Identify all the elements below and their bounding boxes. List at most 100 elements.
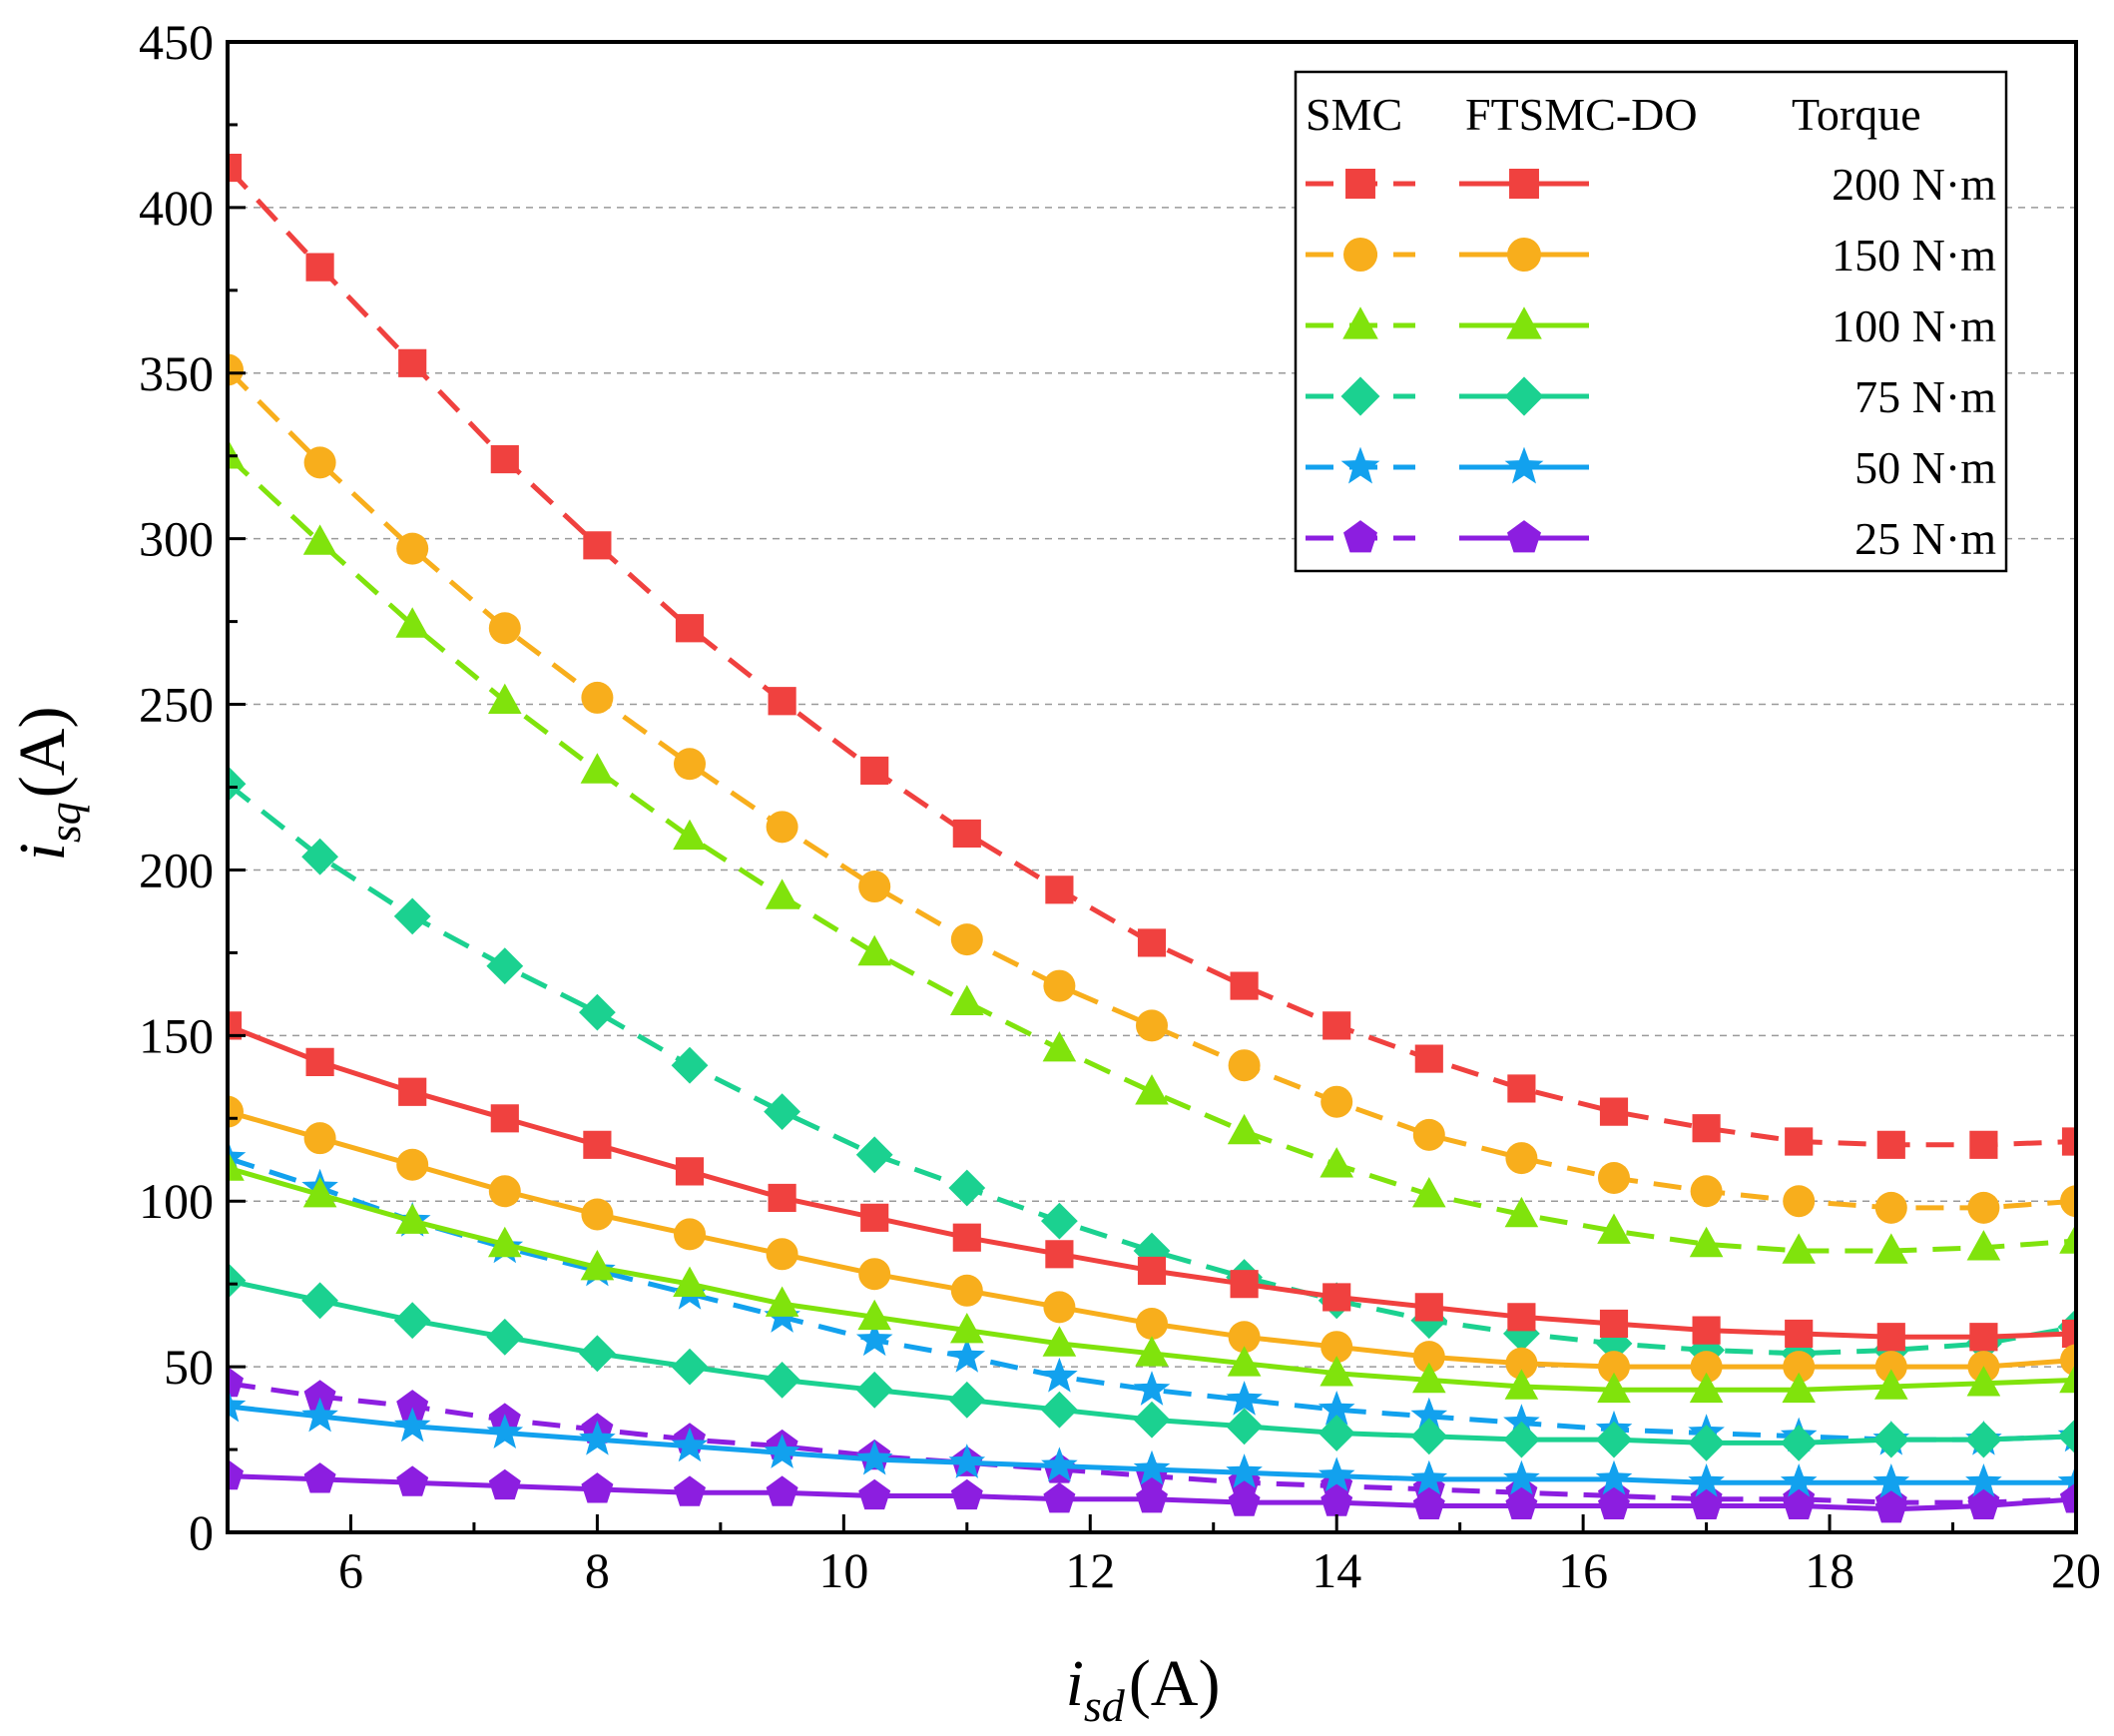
legend-torque-label: 75 N·m xyxy=(1854,371,1996,422)
data-point xyxy=(580,1250,615,1281)
data-point xyxy=(674,1218,706,1251)
data-point xyxy=(228,153,243,183)
data-point xyxy=(395,1203,429,1234)
data-point xyxy=(1598,1488,1630,1519)
data-point xyxy=(1872,1421,1910,1458)
data-point xyxy=(860,1203,889,1232)
x-axis-title-subscript: sd xyxy=(1084,1680,1126,1731)
legend-header: SMC xyxy=(1306,89,1402,140)
data-point xyxy=(1599,1309,1629,1339)
data-point xyxy=(581,1472,614,1503)
data-point xyxy=(765,878,799,909)
data-point xyxy=(2060,1344,2076,1377)
data-point xyxy=(1689,1226,1724,1258)
data-point xyxy=(1783,1185,1816,1218)
data-point xyxy=(1874,1233,1908,1264)
data-point xyxy=(1041,1202,1078,1240)
legend-row: 25 N·m xyxy=(1306,513,1996,564)
data-point xyxy=(1410,1418,1448,1455)
data-point xyxy=(1505,1347,1538,1380)
data-point xyxy=(581,681,614,714)
data-point xyxy=(1503,1459,1540,1495)
legend-box xyxy=(1294,70,2008,573)
data-point xyxy=(301,1397,338,1433)
legend-marker-smc xyxy=(1343,520,1377,553)
data-point xyxy=(396,1148,429,1181)
data-point xyxy=(1965,1421,2002,1458)
data-point xyxy=(1688,1463,1725,1498)
data-point xyxy=(950,1274,983,1307)
y-tick-label: 250 xyxy=(139,677,214,733)
data-point xyxy=(671,1046,709,1084)
series-ftsmc-do-200 xyxy=(228,1011,2076,1352)
data-point xyxy=(2057,1418,2076,1455)
data-point xyxy=(1780,1425,1818,1461)
legend-torque-label: 50 N·m xyxy=(1854,442,1996,493)
legend-marker-ftsmc-do xyxy=(1504,376,1544,416)
y-tick-label: 300 xyxy=(139,511,214,567)
series-group xyxy=(228,153,2076,1523)
data-point xyxy=(1136,1307,1168,1340)
data-point xyxy=(857,934,891,966)
data-point xyxy=(766,1238,798,1271)
series-line xyxy=(228,453,2076,1254)
data-point xyxy=(1228,1485,1261,1516)
data-point xyxy=(1226,1453,1263,1488)
data-point xyxy=(2061,1319,2076,1349)
x-tick-label: 18 xyxy=(1805,1542,1854,1598)
data-point xyxy=(1045,1240,1074,1269)
data-point xyxy=(1133,1401,1171,1439)
data-point xyxy=(1318,1415,1355,1451)
data-point xyxy=(301,838,338,875)
data-point xyxy=(228,353,244,386)
data-point xyxy=(1876,1130,1905,1159)
legend-marker-ftsmc-do xyxy=(1506,306,1542,339)
data-point xyxy=(393,1407,431,1443)
x-tick-label: 8 xyxy=(585,1542,610,1598)
y-tick-label: 50 xyxy=(164,1339,214,1395)
data-point xyxy=(1966,1366,2001,1397)
data-point xyxy=(398,1077,427,1106)
legend-torque-label: 150 N·m xyxy=(1832,230,1996,281)
data-point xyxy=(1410,1459,1448,1495)
data-point xyxy=(1966,1230,2001,1261)
data-point xyxy=(1780,1463,1818,1498)
data-point xyxy=(1322,1283,1351,1312)
data-point xyxy=(1967,1191,2000,1224)
data-point xyxy=(580,753,615,784)
data-point xyxy=(1041,1357,1078,1393)
data-point xyxy=(2059,1223,2076,1254)
data-point xyxy=(1227,1113,1262,1145)
data-point xyxy=(855,1136,893,1174)
x-tick-label: 20 xyxy=(2051,1542,2101,1598)
data-point xyxy=(766,811,798,844)
data-point xyxy=(1785,1127,1814,1156)
data-point xyxy=(228,1262,247,1300)
data-point xyxy=(948,1338,986,1373)
data-point xyxy=(228,1150,245,1181)
data-point xyxy=(952,819,981,849)
data-point xyxy=(396,1465,429,1496)
data-point xyxy=(950,1478,983,1510)
data-point xyxy=(1969,1130,1998,1159)
data-point xyxy=(228,1458,244,1490)
data-point xyxy=(1505,1488,1538,1519)
data-point xyxy=(581,1198,614,1231)
data-point xyxy=(396,532,429,565)
data-point xyxy=(398,348,427,377)
data-point xyxy=(583,531,612,560)
data-point xyxy=(1041,1447,1078,1482)
data-point xyxy=(1041,1391,1078,1429)
legend-marker-ftsmc-do xyxy=(1504,446,1544,484)
data-point xyxy=(1965,1463,2002,1498)
data-point xyxy=(855,1371,893,1409)
data-point xyxy=(490,1104,519,1133)
legend-marker-ftsmc-do xyxy=(1507,520,1541,553)
data-point xyxy=(860,756,889,785)
data-point xyxy=(1504,1196,1539,1228)
legend-header: FTSMC-DO xyxy=(1465,89,1698,140)
data-point xyxy=(1412,1341,1445,1374)
data-point xyxy=(1230,1270,1259,1299)
data-point xyxy=(1503,1421,1540,1458)
